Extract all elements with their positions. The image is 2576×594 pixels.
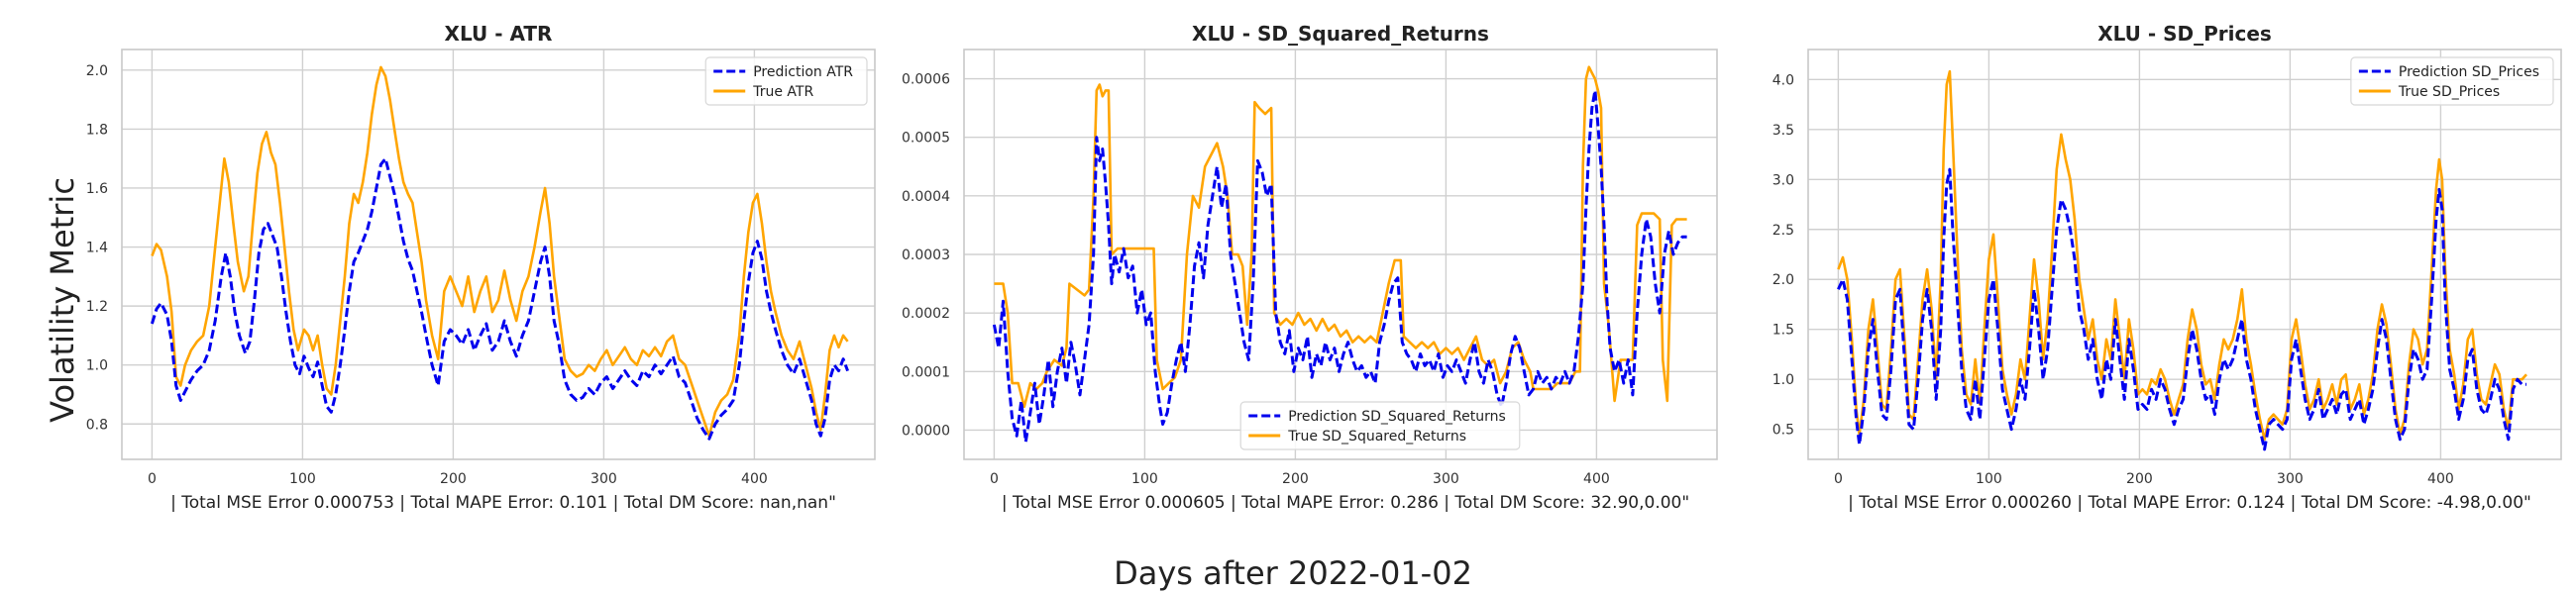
legend-box (1239, 401, 1521, 450)
legend-box (2350, 56, 2554, 106)
y-tick-label: 1.0 (86, 358, 108, 374)
plot-frame (121, 49, 876, 460)
legend-label: True ATR (752, 84, 813, 100)
prediction-series-line (1837, 167, 2526, 451)
chart-title: XLU - SD_Squared_Returns (1192, 22, 1489, 46)
prediction-series-line (150, 156, 850, 441)
panels: 0 100 200 300 400 0.8 1.0 1.2 1.4 1.6 1.8 2.0 XLU - … (86, 22, 2562, 513)
x-tick-label: 100 (1976, 471, 2002, 487)
legend-box (704, 56, 868, 106)
plot-frame (963, 49, 1718, 460)
chart-legend: Prediction ATR True ATR (704, 56, 868, 106)
chart-legend: Prediction SD_Prices True SD_Prices (2350, 56, 2554, 106)
y-tick-label: 0.0006 (902, 72, 950, 88)
legend-label: Prediction ATR (753, 64, 853, 80)
y-tick-label: 0.0005 (902, 131, 950, 147)
x-tick-label: 0 (1834, 471, 1843, 487)
legend-label: Prediction SD_Squared_Returns (1288, 409, 1506, 425)
true-series-line (994, 65, 1687, 409)
legend-label: Prediction SD_Prices (2399, 64, 2539, 80)
figure-xlabel: Days after 2022-01-02 (1114, 554, 1472, 592)
y-tick-label: 0.0000 (902, 423, 950, 439)
y-tick-label: 0.8 (86, 417, 108, 433)
figure-ylabel: Volatility Metric (44, 177, 81, 423)
y-tick-label: 1.4 (86, 241, 108, 256)
x-tick-label: 100 (289, 471, 316, 487)
x-tick-label: 0 (990, 471, 999, 487)
plot-frame (1807, 49, 2562, 460)
y-tick-label: 2.0 (1772, 272, 1794, 288)
y-tick-label: 0.5 (1772, 423, 1794, 439)
chart-panel-2: 0 100 200 300 400 0.0000 0.0001 0.0002 0.0003 0.0… (902, 22, 1718, 513)
x-tick-label: 400 (1583, 471, 1610, 487)
chart-title: XLU - ATR (445, 22, 553, 46)
y-tick-label: 2.0 (86, 63, 108, 79)
legend-label: True SD_Prices (2398, 84, 2500, 100)
y-tick-label: 1.8 (86, 122, 108, 138)
x-tick-label: 0 (148, 471, 157, 487)
x-tick-label: 100 (1131, 471, 1158, 487)
true-series-line (1837, 69, 2527, 442)
chart-error-text: | Total MSE Error 0.000753 | Total MAPE … (170, 493, 836, 513)
y-tick-label: 0.0001 (902, 364, 950, 380)
y-tick-label: 3.0 (1772, 172, 1794, 188)
y-tick-label: 1.0 (1772, 372, 1794, 388)
chart-title: XLU - SD_Prices (2097, 22, 2272, 46)
chart-panel-1: 0 100 200 300 400 0.8 1.0 1.2 1.4 1.6 1.8 2.0 XLU - … (86, 22, 876, 513)
legend-label: True SD_Squared_Returns (1287, 429, 1466, 445)
x-tick-label: 300 (1433, 471, 1459, 487)
plot-area (122, 50, 875, 459)
chart-error-text: | Total MSE Error 0.000260 | Total MAPE … (1848, 493, 2531, 513)
y-tick-label: 1.6 (86, 181, 108, 197)
x-tick-label: 300 (590, 471, 617, 487)
y-tick-label: 4.0 (1772, 72, 1794, 88)
x-tick-label: 400 (2427, 471, 2454, 487)
y-tick-label: 0.0003 (902, 248, 950, 263)
x-tick-label: 200 (1282, 471, 1309, 487)
y-tick-label: 0.0002 (902, 306, 950, 322)
y-tick-label: 3.5 (1772, 123, 1794, 139)
y-tick-label: 2.5 (1772, 223, 1794, 239)
chart-panel-3: 0 100 200 300 400 0.5 1.0 1.5 2.0 2.5 3.0 3.5 4.0 XLU… (1772, 22, 2562, 513)
y-tick-label: 1.5 (1772, 323, 1794, 339)
chart-legend: Prediction SD_Squared_Returns True SD_Squ… (1239, 401, 1521, 450)
chart-error-text: | Total MSE Error 0.000605 | Total MAPE … (1002, 493, 1689, 513)
true-series-line (151, 65, 849, 438)
x-tick-label: 400 (741, 471, 768, 487)
x-tick-label: 200 (2126, 471, 2153, 487)
x-tick-label: 200 (440, 471, 467, 487)
x-tick-label: 300 (2277, 471, 2304, 487)
prediction-series-line (992, 88, 1687, 444)
y-tick-label: 1.2 (86, 299, 108, 315)
y-tick-label: 0.0004 (902, 189, 950, 205)
